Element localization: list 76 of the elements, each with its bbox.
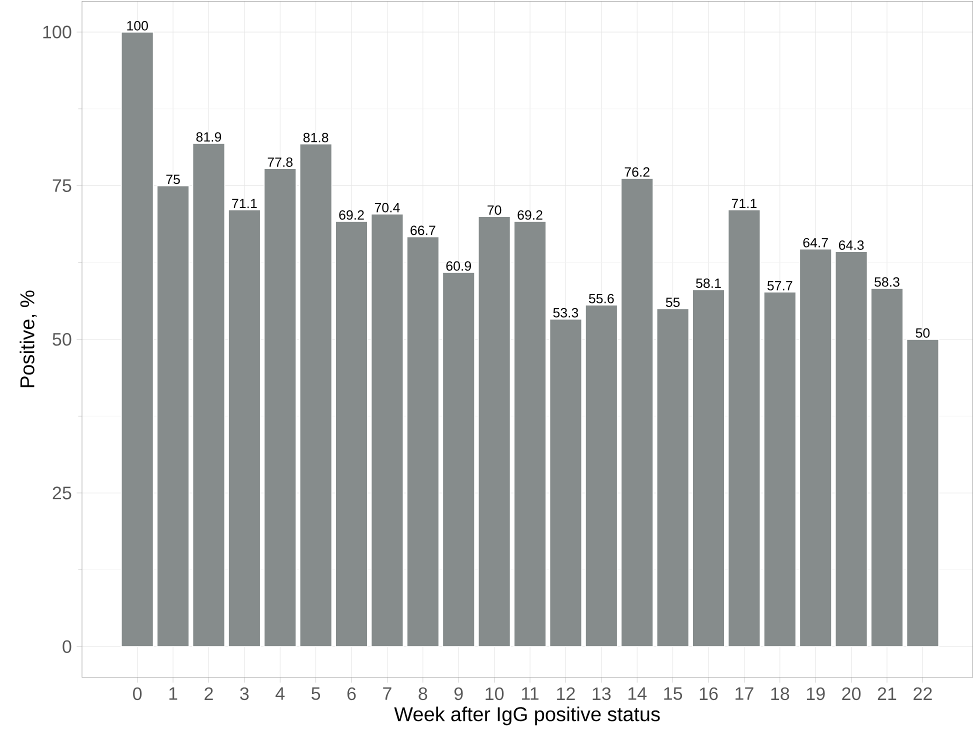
data-label: 66.7 [410, 226, 436, 236]
bar [478, 216, 511, 648]
x-tick-label: 15 [664, 687, 682, 700]
y-tick-label: 25 [52, 486, 72, 500]
data-label: 71.1 [232, 198, 257, 208]
data-label: 64.3 [838, 240, 864, 250]
y-axis-title: Positive, % [20, 290, 37, 388]
bar [906, 338, 940, 648]
data-label: 60.9 [446, 261, 471, 271]
bar [620, 178, 654, 648]
bar [763, 291, 797, 648]
x-tick-label: 12 [557, 687, 575, 700]
y-tick-label: 0 [62, 640, 72, 653]
data-label: 69.2 [518, 210, 542, 220]
data-label: 58.1 [696, 278, 721, 288]
data-label: 76.2 [624, 167, 650, 177]
x-tick-label: 19 [806, 687, 825, 700]
bar [370, 213, 404, 648]
x-tick-label: 9 [454, 687, 463, 700]
bar [228, 209, 262, 648]
x-tick-label: 3 [240, 687, 249, 700]
x-tick-label: 1 [169, 687, 178, 700]
bar [799, 248, 832, 648]
bar [406, 236, 440, 648]
x-tick-label: 14 [628, 687, 647, 700]
x-tick-label: 22 [914, 687, 932, 700]
y-tick-label: 100 [43, 26, 72, 38]
data-label: 81.9 [196, 132, 222, 142]
data-label: 75 [166, 174, 180, 184]
bar [513, 220, 547, 648]
bar [584, 304, 618, 648]
data-label: 69.2 [339, 210, 364, 220]
bar [870, 288, 904, 648]
bar [334, 220, 368, 648]
y-tick-label: 75 [52, 179, 72, 192]
x-tick-label: 10 [486, 687, 504, 700]
data-label: 50 [916, 328, 930, 338]
data-label: 100 [127, 21, 148, 30]
bar [299, 143, 332, 648]
x-tick-label: 4 [276, 687, 285, 700]
x-tick-label: 20 [842, 687, 861, 700]
x-tick-label: 2 [204, 687, 213, 700]
x-axis-title: Week after IgG positive status [394, 706, 660, 726]
x-tick-label: 8 [418, 687, 428, 700]
bar [442, 272, 476, 648]
data-label: 55.6 [588, 294, 614, 304]
x-tick-label: 16 [700, 687, 718, 700]
bar [656, 308, 690, 648]
data-label: 77.8 [268, 157, 293, 167]
data-label: 55 [666, 298, 680, 307]
x-tick-label: 0 [133, 687, 142, 700]
data-label: 70.4 [374, 202, 400, 212]
x-tick-label: 5 [312, 687, 320, 700]
x-tick-label: 21 [878, 687, 896, 700]
y-tick-label: 50 [52, 332, 72, 346]
data-label: 81.8 [303, 132, 328, 142]
x-tick-label: 17 [736, 687, 754, 700]
data-label: 57.7 [767, 281, 792, 290]
data-label: 58.3 [874, 277, 900, 287]
bar [834, 250, 868, 648]
bar [728, 209, 761, 648]
bar [549, 318, 582, 648]
bar [156, 185, 190, 648]
x-tick-label: 11 [522, 687, 538, 700]
data-label: 64.7 [803, 238, 828, 248]
x-tick-label: 18 [771, 687, 790, 700]
x-tick-label: 7 [383, 687, 392, 700]
x-tick-label: 6 [347, 687, 356, 700]
bar [192, 142, 226, 648]
bar [120, 32, 154, 648]
bar [264, 168, 297, 648]
data-label: 53.3 [553, 308, 578, 318]
x-tick-label: 13 [592, 687, 611, 700]
data-label: 71.1 [732, 198, 757, 208]
bar [692, 289, 726, 648]
data-label: 70 [488, 205, 502, 215]
